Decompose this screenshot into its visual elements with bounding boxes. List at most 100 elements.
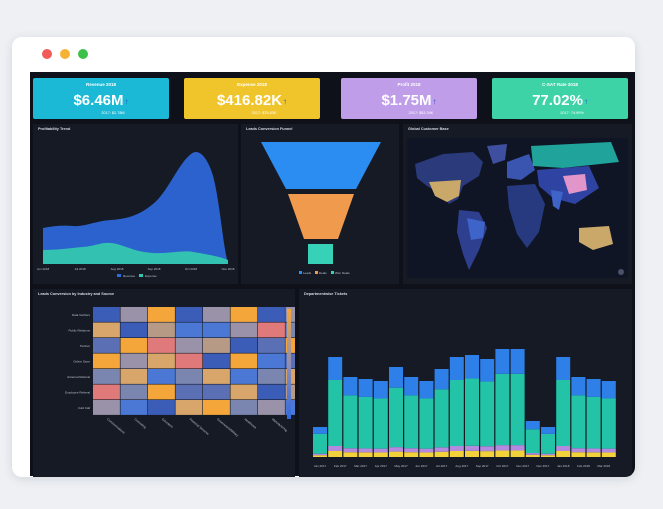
ticket-bar-segment[interactable] [328, 357, 343, 380]
ticket-bar-segment[interactable] [313, 455, 327, 457]
profitability-chart[interactable]: Jun 2018 Jul 2018 Aug 2018 Sep 2018 Oct 2018… [33, 124, 238, 284]
ticket-bar-segment[interactable] [525, 429, 540, 454]
ticket-bar-segment[interactable] [328, 446, 343, 451]
heatmap-cell[interactable] [148, 400, 175, 415]
ticket-bar-segment[interactable] [525, 453, 540, 455]
ticket-bar-segment[interactable] [586, 396, 601, 449]
maximize-window-button[interactable] [78, 49, 88, 59]
china-region[interactable] [563, 174, 587, 194]
ticket-bar-segment[interactable] [541, 427, 555, 434]
ticket-bar-segment[interactable] [495, 373, 510, 446]
ticket-bar-segment[interactable] [510, 349, 525, 374]
ticket-bar-segment[interactable] [404, 448, 419, 453]
legend-label[interactable]: Won Deals [335, 271, 350, 275]
ticket-bar-segment[interactable] [313, 453, 327, 456]
heatmap-cell[interactable] [230, 322, 258, 338]
ticket-bar-segment[interactable] [525, 454, 540, 457]
ticket-bar-segment[interactable] [449, 357, 464, 380]
usa-region[interactable] [429, 180, 461, 202]
ticket-bar-segment[interactable] [495, 349, 510, 374]
ticket-bar-segment[interactable] [358, 379, 373, 397]
legend-expense[interactable]: Expense [145, 274, 157, 278]
ticket-bar-segment[interactable] [434, 389, 449, 448]
heatmap-cell[interactable] [258, 322, 285, 338]
ticket-bar-segment[interactable] [343, 448, 358, 453]
kpi-csat-card[interactable]: C-SAT Rate 2018 77.02%↑ 2017: 74.99% [492, 78, 628, 119]
australia-region[interactable] [579, 226, 613, 250]
ticket-bar-segment[interactable] [343, 377, 358, 396]
heatmap-cell[interactable] [120, 338, 148, 353]
ticket-bar-segment[interactable] [313, 433, 327, 454]
ticket-bar-segment[interactable] [404, 395, 419, 449]
ticket-bar-segment[interactable] [541, 453, 555, 456]
heatmap-cell[interactable] [258, 384, 285, 400]
ticket-bar-segment[interactable] [373, 381, 388, 399]
ticket-bar-segment[interactable] [586, 452, 601, 457]
heatmap-cell[interactable] [230, 369, 258, 384]
ticket-bar-segment[interactable] [571, 377, 586, 396]
ticket-bar-segment[interactable] [343, 452, 358, 457]
ticket-bar-segment[interactable] [510, 445, 525, 451]
heatmap-cell[interactable] [203, 322, 230, 338]
kpi-expense-card[interactable]: Expense 2018 $416.82K↑ 2017: $75.83K [184, 78, 320, 119]
heatmap-cell[interactable] [230, 384, 258, 400]
ticket-bar-segment[interactable] [480, 381, 495, 447]
heatmap-cell[interactable] [120, 384, 148, 400]
ticket-bar-segment[interactable] [541, 433, 555, 454]
ticket-bar-segment[interactable] [404, 452, 419, 457]
africa-region[interactable] [507, 184, 545, 248]
india-region[interactable] [551, 190, 563, 210]
ticket-bar-segment[interactable] [465, 378, 479, 446]
heatmap-cell[interactable] [175, 384, 203, 400]
ticket-bar-segment[interactable] [601, 398, 616, 449]
ticket-bar-segment[interactable] [313, 427, 327, 434]
ticket-bar-segment[interactable] [434, 369, 449, 390]
heatmap-cell[interactable] [120, 307, 148, 322]
ticket-bar-segment[interactable] [510, 373, 525, 446]
heatmap-cell[interactable] [258, 338, 285, 353]
ticket-bar-segment[interactable] [419, 381, 434, 399]
heatmap-cell[interactable] [258, 353, 285, 369]
heatmap-cell[interactable] [175, 369, 203, 384]
ticket-bar-segment[interactable] [495, 445, 510, 451]
tickets-chart[interactable]: Jan 2017 Feb 2017 Mar 2017 Apr 2017 May 2017… [299, 289, 632, 477]
funnel-chart[interactable]: Leads Deals Won Deals [241, 124, 399, 284]
funnel-deals-segment[interactable] [288, 194, 354, 239]
ticket-bar-segment[interactable] [556, 451, 571, 457]
ticket-bar-segment[interactable] [404, 377, 419, 396]
heatmap-cell[interactable] [203, 307, 230, 322]
ticket-bar-segment[interactable] [343, 395, 358, 449]
russia-region[interactable] [531, 142, 619, 168]
ticket-bar-segment[interactable] [601, 452, 616, 457]
heatmap-cell[interactable] [120, 353, 148, 369]
heatmap-cell[interactable] [93, 338, 120, 353]
ticket-bar-segment[interactable] [373, 398, 388, 449]
legend-label[interactable]: Deals [319, 271, 327, 275]
heatmap-cell[interactable] [175, 322, 203, 338]
heatmap-cell[interactable] [93, 322, 120, 338]
heatmap-color-scale[interactable] [287, 309, 291, 419]
heatmap-cell[interactable] [203, 353, 230, 369]
ticket-bar-segment[interactable] [419, 398, 434, 449]
ticket-bar-segment[interactable] [510, 450, 525, 457]
ticket-bar-segment[interactable] [525, 421, 540, 430]
legend-label[interactable]: Leads [303, 271, 312, 275]
ticket-bar-segment[interactable] [601, 448, 616, 453]
ticket-bar-segment[interactable] [480, 446, 495, 452]
ticket-bar-segment[interactable] [434, 447, 449, 452]
heatmap-chart[interactable]: Data Verifiers Public Relations Partner Onl… [33, 289, 295, 477]
heatmap-cell[interactable] [258, 307, 285, 322]
heatmap-cell[interactable] [93, 384, 120, 400]
ticket-bar-segment[interactable] [586, 448, 601, 453]
ticket-bar-segment[interactable] [373, 452, 388, 457]
heatmap-cell[interactable] [148, 353, 175, 369]
ticket-bar-segment[interactable] [541, 455, 555, 457]
heatmap-cell[interactable] [203, 384, 230, 400]
ticket-bar-segment[interactable] [465, 355, 479, 379]
heatmap-cell[interactable] [148, 307, 175, 322]
heatmap-cell[interactable] [120, 369, 148, 384]
ticket-bar-segment[interactable] [389, 367, 403, 388]
ticket-bar-segment[interactable] [434, 451, 449, 457]
heatmap-cell[interactable] [230, 307, 258, 322]
ticket-bar-segment[interactable] [556, 380, 571, 446]
